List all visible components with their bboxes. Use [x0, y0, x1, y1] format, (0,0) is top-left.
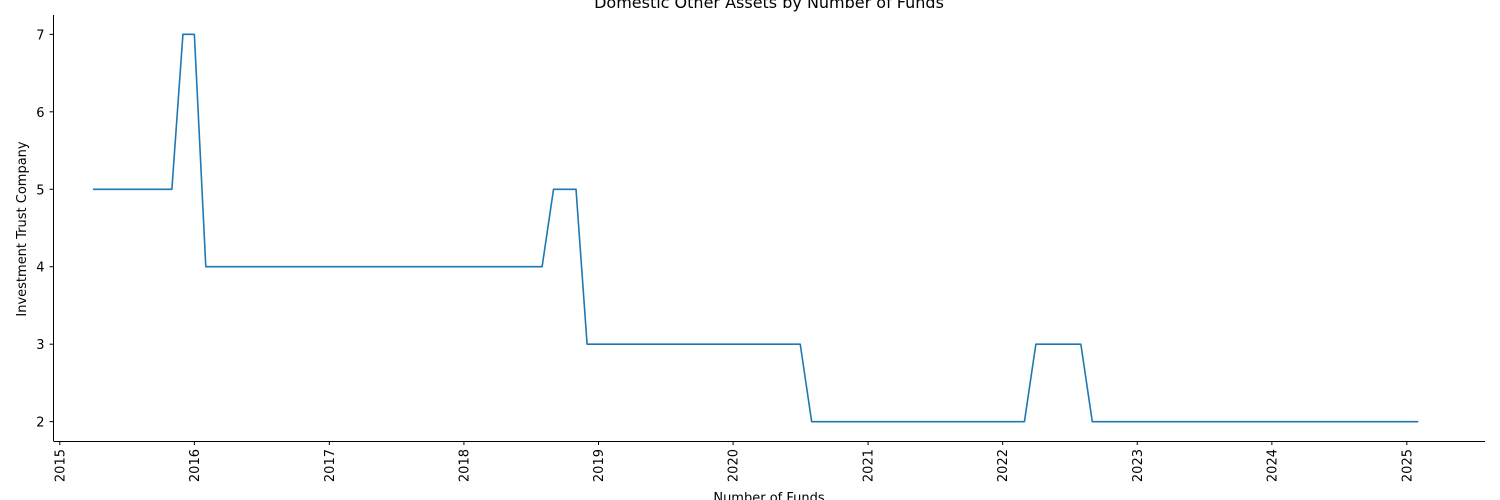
y-tick-label: 4	[36, 261, 44, 276]
x-tick-label: 2020	[727, 449, 742, 482]
x-tick-label: 2022	[996, 449, 1011, 482]
series-line-1	[92, 33, 1419, 423]
x-tick-label: 2019	[592, 449, 607, 482]
x-axis-title: Number of Funds	[713, 491, 825, 500]
y-tick-label: 5	[36, 183, 44, 198]
y-tick-label: 3	[36, 338, 44, 353]
chart-title: Domestic Other Assets by Number of Funds	[594, 0, 944, 12]
x-tick-label: 2017	[323, 449, 338, 482]
plot-area	[92, 33, 1419, 423]
y-tick-label: 6	[36, 106, 44, 121]
x-tick-label: 2023	[1131, 449, 1146, 482]
y-tick-label: 2	[36, 416, 44, 431]
x-tick-label: 2021	[862, 449, 877, 482]
y-tick-label: 7	[36, 28, 44, 43]
x-axis-ticks: 2015 2016 2017 2018 2019 2020 2021 2022 2023 2024…	[53, 441, 1415, 482]
x-tick-label: 2016	[188, 449, 203, 482]
x-tick-label: 2025	[1400, 449, 1415, 482]
y-axis-title: Investment Trust Company	[15, 141, 30, 317]
y-axis-ticks: 2 3 4 5 6 7	[36, 28, 54, 431]
x-tick-label: 2015	[53, 449, 68, 482]
x-tick-label: 2018	[457, 449, 472, 482]
x-tick-label: 2024	[1265, 449, 1280, 482]
